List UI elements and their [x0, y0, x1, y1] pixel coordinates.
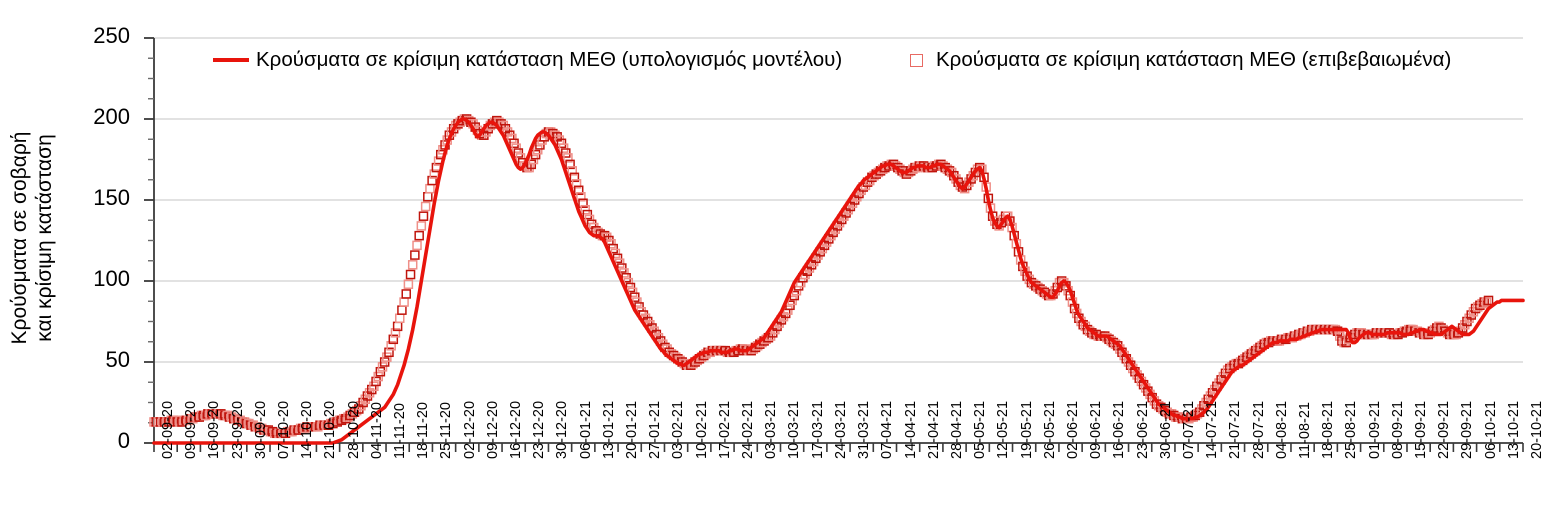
x-tick-label: 07-04-21 — [879, 400, 896, 459]
x-tick-label: 02-12-20 — [461, 400, 478, 459]
x-tick-label: 11-08-21 — [1296, 402, 1313, 459]
x-tick-label: 08-09-21 — [1389, 400, 1406, 459]
legend-square-swatch-icon — [910, 53, 923, 67]
legend-item-model: Κρούσματα σε κρίσιμη κατάσταση ΜΕΘ (υπολ… — [213, 48, 842, 72]
x-tick-label: 19-05-21 — [1018, 400, 1035, 459]
legend-label-confirmed: Κρούσματα σε κρίσιμη κατάσταση ΜΕΘ (επιβ… — [936, 48, 1452, 71]
x-tick-label: 05-05-21 — [972, 400, 989, 459]
x-tick-label: 02-06-21 — [1064, 400, 1081, 459]
x-tick-label: 13-01-21 — [600, 400, 617, 459]
x-tick-label: 23-12-20 — [531, 400, 548, 459]
x-tick-label: 31-03-21 — [856, 400, 873, 459]
x-tick-label: 03-02-21 — [670, 400, 687, 459]
x-tick-label: 09-06-21 — [1088, 400, 1105, 459]
x-tick-label: 12-05-21 — [995, 400, 1012, 459]
y-tick-label: 200 — [93, 104, 130, 129]
x-tick-label: 21-04-21 — [925, 400, 942, 459]
x-tick-label: 21-07-21 — [1227, 400, 1244, 459]
x-tick-label: 03-03-21 — [763, 400, 780, 459]
y-tick-label: 50 — [105, 347, 130, 372]
x-tick-label: 14-10-20 — [299, 400, 316, 459]
x-tick-label: 17-02-21 — [716, 400, 733, 459]
x-tick-label: 21-10-20 — [322, 400, 339, 459]
x-tick-label: 06-10-21 — [1482, 400, 1499, 459]
y-tick-label: 100 — [93, 266, 130, 291]
x-tick-label: 09-09-20 — [183, 400, 200, 459]
x-tick-label: 16-12-20 — [508, 400, 525, 459]
x-tick-label: 24-03-21 — [832, 400, 849, 459]
x-tick-label: 16-09-20 — [206, 400, 223, 459]
x-tick-label: 14-04-21 — [902, 400, 919, 459]
x-tick-label: 23-06-21 — [1134, 400, 1151, 459]
y-tick-label: 0 — [117, 428, 130, 453]
x-tick-label: 10-03-21 — [786, 400, 803, 459]
x-tick-label: 01-09-21 — [1366, 400, 1383, 459]
x-tick-label: 23-09-20 — [229, 400, 246, 459]
x-tick-label: 26-05-21 — [1041, 400, 1058, 459]
x-tick-label: 09-12-20 — [484, 400, 501, 459]
x-tick-label: 25-11-20 — [438, 402, 455, 459]
x-tick-label: 28-07-21 — [1250, 400, 1267, 459]
legend-item-confirmed: Κρούσματα σε κρίσιμη κατάσταση ΜΕΘ (επιβ… — [900, 48, 1451, 72]
x-tick-label: 30-09-20 — [252, 400, 269, 459]
x-tick-label: 02-09-20 — [160, 400, 176, 459]
x-tick-label: 28-10-20 — [345, 400, 362, 459]
y-tick-label: 150 — [93, 185, 130, 210]
x-tick-label: 18-11-20 — [415, 402, 432, 459]
x-tick-label: 22-09-21 — [1436, 400, 1453, 459]
legend-label-model: Κρούσματα σε κρίσιμη κατάσταση ΜΕΘ (υπολ… — [256, 48, 843, 71]
y-tick-label: 250 — [93, 23, 130, 48]
x-tick-label: 11-11-20 — [392, 403, 409, 459]
x-tick-label: 29-09-21 — [1459, 400, 1476, 459]
x-tick-label: 17-03-21 — [809, 400, 826, 459]
legend-line-swatch-icon — [213, 58, 249, 62]
x-tick-label: 20-01-21 — [624, 400, 641, 459]
x-tick-label: 25-08-21 — [1343, 400, 1360, 459]
x-tick-label: 28-04-21 — [948, 400, 965, 459]
x-tick-label: 04-08-21 — [1273, 400, 1290, 459]
x-tick-label: 14-07-21 — [1204, 400, 1221, 459]
x-tick-label: 07-07-21 — [1180, 400, 1197, 459]
x-tick-label: 06-01-21 — [577, 400, 594, 459]
x-tick-label: 04-11-20 — [368, 402, 385, 459]
x-tick-label: 13-10-21 — [1505, 400, 1522, 459]
x-tick-label: 18-08-21 — [1320, 400, 1337, 459]
x-tick-label: 16-06-21 — [1111, 400, 1128, 459]
x-tick-label: 27-01-21 — [647, 400, 664, 459]
x-tick-label: 30-06-21 — [1157, 400, 1174, 459]
x-tick-label: 10-02-21 — [693, 400, 710, 459]
x-tick-label: 24-02-21 — [740, 400, 757, 459]
x-tick-label: 30-12-20 — [554, 400, 571, 459]
x-tick-label: 15-09-21 — [1412, 400, 1429, 459]
x-tick-label: 20-10-21 — [1529, 400, 1545, 459]
x-tick-label: 07-10-20 — [276, 400, 293, 459]
